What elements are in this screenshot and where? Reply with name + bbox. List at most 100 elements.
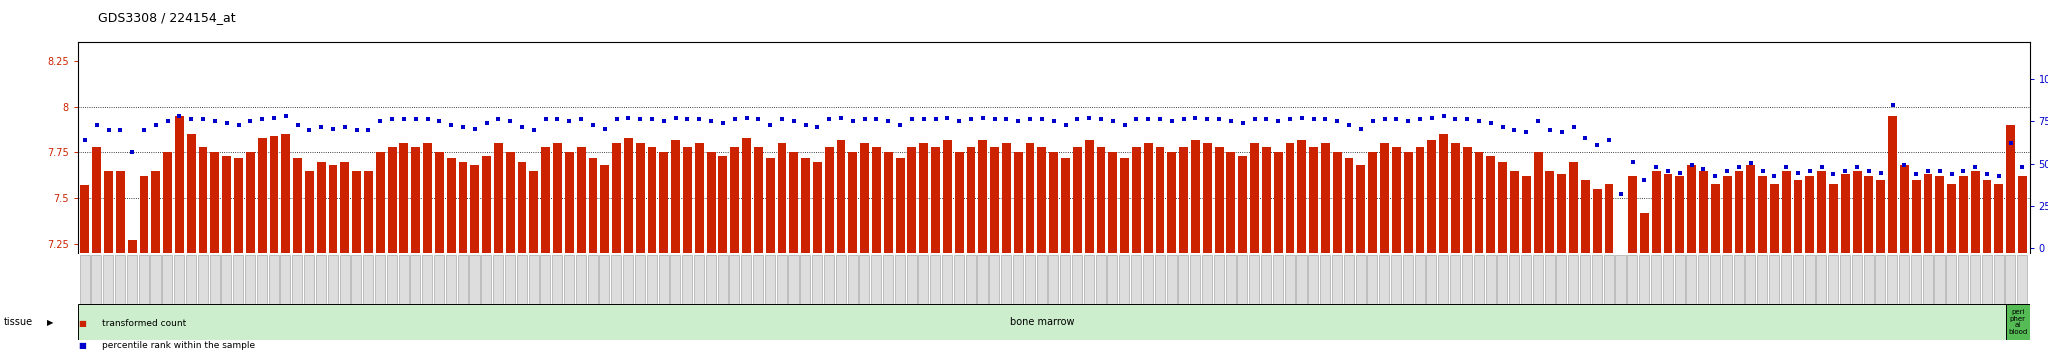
FancyBboxPatch shape [1155,255,1165,328]
Bar [1663,175,1673,253]
Bar [1026,143,1034,253]
Point [719,116,752,122]
FancyBboxPatch shape [446,255,457,328]
FancyBboxPatch shape [268,255,279,328]
Bar [186,134,197,253]
Bar [1948,183,1956,253]
Point [1014,116,1047,122]
FancyBboxPatch shape [694,255,705,328]
FancyBboxPatch shape [647,255,657,328]
Bar [434,152,444,253]
Point [1155,118,1188,124]
Bar [223,156,231,253]
Bar [553,143,561,253]
FancyBboxPatch shape [1958,255,1968,328]
Point [1569,135,1602,141]
Point [1628,177,1661,183]
Point [1522,118,1554,124]
Bar [707,152,715,253]
Bar [1061,158,1069,253]
Bar [1415,147,1423,253]
FancyBboxPatch shape [115,255,125,328]
Point [694,118,727,124]
Bar [954,152,965,253]
Point [1249,116,1282,122]
Point [1133,116,1165,122]
Bar [1581,180,1589,253]
FancyBboxPatch shape [1485,255,1495,328]
Bar [518,161,526,253]
Point [1546,130,1579,135]
Bar [471,165,479,253]
FancyBboxPatch shape [1829,255,1839,328]
FancyBboxPatch shape [186,255,197,328]
FancyBboxPatch shape [1225,255,1235,328]
Bar [1888,116,1896,253]
Bar [1688,165,1696,253]
Bar [1073,147,1081,253]
FancyBboxPatch shape [1970,255,1980,328]
Bar [635,143,645,253]
FancyBboxPatch shape [199,255,207,328]
Point [1757,173,1790,179]
FancyBboxPatch shape [623,255,633,328]
Point [1487,124,1520,130]
FancyBboxPatch shape [375,255,385,328]
Bar [1640,213,1649,253]
FancyBboxPatch shape [801,255,811,328]
FancyBboxPatch shape [102,255,113,328]
Bar [860,143,868,253]
Bar [1296,139,1307,253]
Bar [340,161,350,253]
Point [340,127,373,133]
Bar [1604,183,1614,253]
FancyBboxPatch shape [92,255,102,328]
Point [682,116,715,122]
Point [860,116,893,122]
Point [92,127,125,133]
Bar [1782,171,1790,253]
Point [387,116,420,122]
Point [1180,115,1212,120]
FancyBboxPatch shape [174,255,184,328]
Point [754,122,786,128]
FancyBboxPatch shape [600,255,610,328]
Point [588,126,621,131]
Bar [1710,183,1720,253]
FancyBboxPatch shape [1591,255,1602,328]
FancyBboxPatch shape [895,255,905,328]
FancyBboxPatch shape [942,255,952,328]
Point [766,116,799,122]
FancyBboxPatch shape [1024,255,1034,328]
Text: ■: ■ [78,319,86,329]
Point [1794,168,1827,173]
Bar [1841,175,1849,253]
Bar [164,152,172,253]
Point [199,118,231,124]
Point [541,116,573,122]
Point [1427,113,1460,119]
Point [1202,116,1235,122]
Point [1829,168,1862,173]
Point [659,115,692,120]
Bar [1509,171,1520,253]
FancyBboxPatch shape [682,255,692,328]
Point [1864,170,1896,175]
FancyBboxPatch shape [553,255,563,328]
Bar [152,171,160,253]
Bar [1462,147,1473,253]
Point [836,118,868,124]
Bar [1923,175,1933,253]
FancyBboxPatch shape [635,255,645,328]
FancyBboxPatch shape [1993,255,2003,328]
FancyBboxPatch shape [410,255,420,328]
FancyBboxPatch shape [1569,255,1579,328]
FancyBboxPatch shape [1638,255,1649,328]
Point [1497,127,1530,133]
Bar [885,152,893,253]
FancyBboxPatch shape [954,255,965,328]
Bar [1700,171,1708,253]
Point [553,118,586,124]
Point [1581,142,1614,148]
Bar [1901,165,1909,253]
